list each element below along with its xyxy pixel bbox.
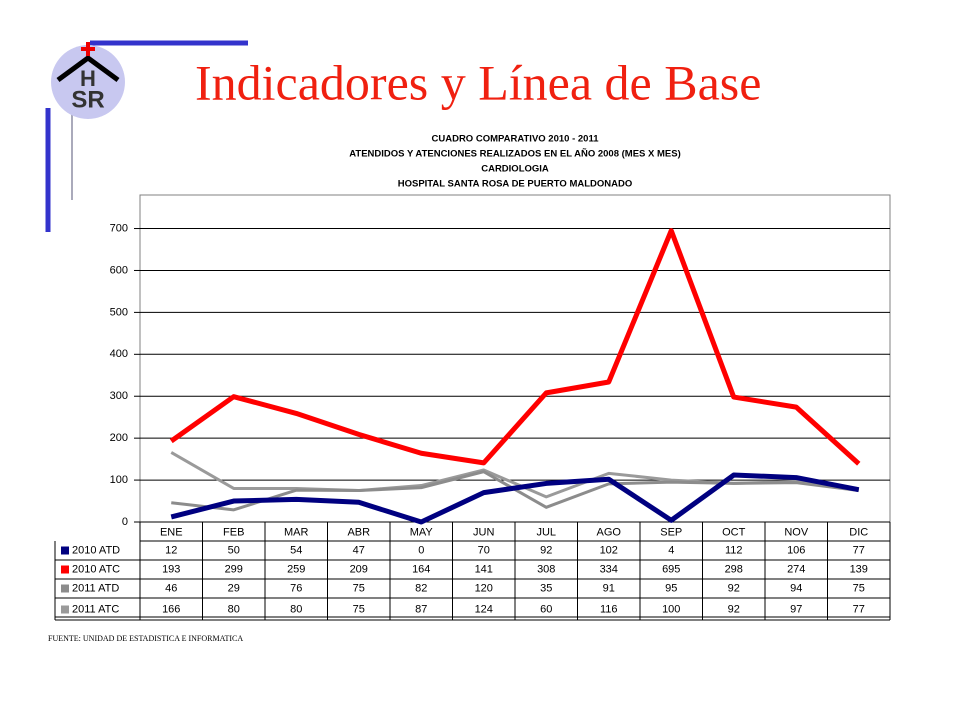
table-value: 54 (290, 544, 302, 556)
y-tick-label: 400 (110, 348, 128, 360)
y-tick-label: 0 (122, 516, 128, 528)
series-line (169, 228, 861, 466)
table-value: 60 (540, 603, 552, 615)
logo-roof (56, 54, 120, 83)
table-value: 106 (787, 544, 805, 556)
x-tick-label: AGO (597, 526, 622, 538)
table-value: 82 (415, 582, 427, 594)
chart-title: CUADRO COMPARATIVO 2010 - 2011 (432, 134, 600, 145)
table-value: 116 (600, 603, 618, 615)
table-value: 164 (412, 563, 430, 575)
table-value: 95 (665, 582, 677, 594)
table-value: 259 (287, 563, 305, 575)
slide-title: Indicadores y Línea de Base (195, 54, 761, 110)
table-value: 29 (228, 582, 240, 594)
legend-label: 2010 ATD (72, 544, 120, 556)
legend-swatch (61, 584, 69, 593)
table-value: 92 (728, 582, 740, 594)
table-value: 46 (165, 582, 177, 594)
chart-title: ATENDIDOS Y ATENCIONES REALIZADOS EN EL … (349, 149, 681, 160)
y-tick-label: 100 (110, 474, 128, 486)
legend-swatch (61, 605, 69, 614)
chart-title: CARDIOLOGIA (481, 164, 549, 175)
table-value: 4 (668, 544, 674, 556)
table-value: 94 (790, 582, 802, 594)
table-value: 92 (540, 544, 552, 556)
y-tick-label: 500 (110, 306, 128, 318)
table-value: 695 (662, 563, 680, 575)
table-value: 12 (165, 544, 177, 556)
table-value: 124 (475, 603, 493, 615)
table-value: 334 (600, 563, 618, 575)
table-value: 70 (478, 544, 490, 556)
x-tick-label: MAR (284, 526, 309, 538)
table-value: 139 (850, 563, 868, 575)
logo-circle (51, 45, 125, 119)
chart-title: HOSPITAL SANTA ROSA DE PUERTO MALDONADO (398, 179, 633, 190)
x-tick-label: MAY (410, 526, 434, 538)
x-tick-label: FEB (223, 526, 244, 538)
table-value: 76 (290, 582, 302, 594)
logo-cross (81, 42, 95, 56)
table-value: 80 (228, 603, 240, 615)
x-tick-label: ENE (160, 526, 183, 538)
table-value: 80 (290, 603, 302, 615)
table-value: 298 (725, 563, 743, 575)
source-note: FUENTE: UNIDAD DE ESTADISTICA E INFORMAT… (48, 634, 243, 643)
table-value: 299 (225, 563, 243, 575)
table-value: 141 (475, 563, 493, 575)
y-tick-label: 600 (110, 264, 128, 276)
table-value: 120 (475, 582, 493, 594)
x-tick-label: ABR (347, 526, 370, 538)
table-value: 100 (662, 603, 680, 615)
legend-label: 2011 ATC (72, 603, 119, 615)
x-tick-label: SEP (660, 526, 682, 538)
table-value: 92 (728, 603, 740, 615)
table-value: 0 (418, 544, 424, 556)
table-value: 75 (353, 582, 365, 594)
logo-text: H (80, 66, 96, 91)
series-line (170, 472, 860, 525)
table-value: 87 (415, 603, 427, 615)
table-value: 91 (603, 582, 615, 594)
x-tick-label: JUN (473, 526, 494, 538)
y-tick-label: 300 (110, 390, 128, 402)
table-value: 102 (600, 544, 618, 556)
table-value: 75 (353, 603, 365, 615)
x-tick-label: JUL (536, 526, 556, 538)
table-value: 308 (537, 563, 555, 575)
legend-label: 2010 ATC (72, 563, 120, 575)
table-value: 112 (725, 544, 743, 556)
table-value: 75 (853, 582, 865, 594)
x-tick-label: DIC (849, 526, 868, 538)
legend-swatch (61, 565, 69, 574)
legend-label: 2011 ATD (72, 582, 119, 594)
table-value: 209 (350, 563, 368, 575)
y-tick-label: 200 (110, 432, 128, 444)
y-tick-label: 700 (110, 222, 128, 234)
logo-text: SR (71, 86, 104, 113)
table-value: 47 (353, 544, 365, 556)
x-tick-label: OCT (722, 526, 746, 538)
x-tick-label: NOV (784, 526, 809, 538)
table-value: 274 (787, 563, 805, 575)
table-value: 77 (853, 544, 865, 556)
table-value: 97 (790, 603, 802, 615)
table-value: 166 (162, 603, 180, 615)
table-value: 50 (228, 544, 240, 556)
legend-swatch (61, 546, 69, 555)
table-value: 35 (540, 582, 552, 594)
table-value: 77 (853, 603, 865, 615)
table-value: 193 (162, 563, 180, 575)
